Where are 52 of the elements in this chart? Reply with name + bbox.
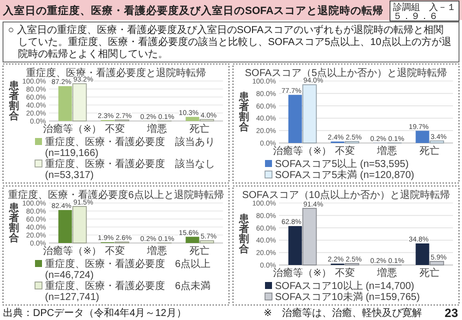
legend-label: 重症度、医療・看護必要度 該当あり (n=119,166) [45, 136, 218, 159]
legend-label: 重症度、医療・看護必要度 6点未満 (n=127,741) [45, 280, 214, 303]
x-tick-label: 治癒等（※） [43, 123, 102, 135]
text: 入室日の重症度、医療・看護必要度及び入室日のSOFAスコアと退院時の転帰 [2, 4, 384, 17]
x-tick-label: 不変 [104, 123, 125, 135]
chart-title: SOFAスコア（10点以上か否か）と退院時転帰 [242, 189, 450, 201]
bar [288, 226, 302, 265]
x-tick-label: 治癒等（※） [273, 267, 332, 279]
text: 23 [444, 306, 458, 320]
x-tick-label: 死亡 [420, 145, 440, 157]
chart-title: 重症度、医療・看護必要度6点以上と退院時転帰 [8, 189, 224, 201]
x-tick-label: 治癒等（※） [273, 145, 332, 157]
legend-label: 重症度、医療・看護必要度 該当なし (n=53,317) [45, 158, 218, 181]
x-tick-label: 増悪 [146, 123, 168, 135]
x-tick-label: 増悪 [376, 267, 398, 279]
bar [416, 130, 430, 143]
y-axis-title: 患者割合 [238, 213, 250, 255]
x-tick-label: 死亡 [420, 267, 440, 279]
bar [72, 83, 87, 122]
source-note: 出典：DPCデータ（令和4年4月～12月） [3, 307, 186, 319]
y-axis-title: 患者割合 [8, 202, 20, 244]
y-axis-title: 患者割合 [238, 91, 250, 133]
text: ５．９．６ [393, 11, 438, 21]
bar [186, 236, 200, 243]
x-tick-label: 不変 [334, 145, 355, 157]
bar [302, 84, 317, 144]
x-tick-label: 不変 [104, 245, 125, 257]
x-tick-label: 死亡 [190, 123, 210, 135]
x-tick-label: 治癒等（※） [43, 245, 102, 257]
bar [416, 243, 430, 265]
bar [58, 210, 72, 243]
bar [430, 140, 444, 144]
bar [186, 116, 200, 121]
x-tick-label: 不変 [334, 267, 355, 279]
x-tick-label: 死亡 [190, 245, 210, 257]
bar [72, 206, 87, 244]
bar [430, 260, 444, 266]
legend-label: 重症度、医療・看護必要度 6点以上 (n=46,724) [45, 258, 214, 281]
bar [302, 208, 317, 266]
legend-label: SOFAスコア5未満 (n=120,870) [275, 169, 414, 181]
legend-label: SOFAスコア10以上 (n=14,700) [275, 280, 414, 292]
legend-label: SOFAスコア5以上 (n=53,595) [275, 158, 409, 170]
text: ○ 入室日の重症度、医療・看護必要度及び入室日のSOFAスコアのいずれもが退院時の転帰と相関していた。重症度、医療・看護必要度の該当と比較し、SOFAスコア5点以上、10点以上の方が退院時の転帰とよく相関していた。 [8, 24, 452, 60]
bar [288, 94, 302, 143]
y-axis-title: 患者割合 [8, 80, 20, 122]
bar [200, 240, 214, 244]
x-tick-label: 増悪 [376, 145, 398, 157]
bar [58, 86, 72, 121]
x-tick-label: 増悪 [146, 245, 168, 257]
legend-label: SOFAスコア10未満 (n=159,765) [275, 291, 420, 303]
text: 診調組 入－１ [393, 2, 456, 12]
text: ※ 治癒等は、治癒、軽快及び寛解 [264, 307, 422, 319]
